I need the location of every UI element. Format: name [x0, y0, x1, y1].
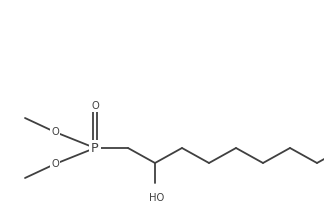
Text: P: P: [91, 142, 99, 155]
Text: HO: HO: [149, 193, 165, 203]
Text: O: O: [51, 159, 59, 169]
Text: O: O: [91, 101, 99, 111]
Text: O: O: [51, 127, 59, 137]
